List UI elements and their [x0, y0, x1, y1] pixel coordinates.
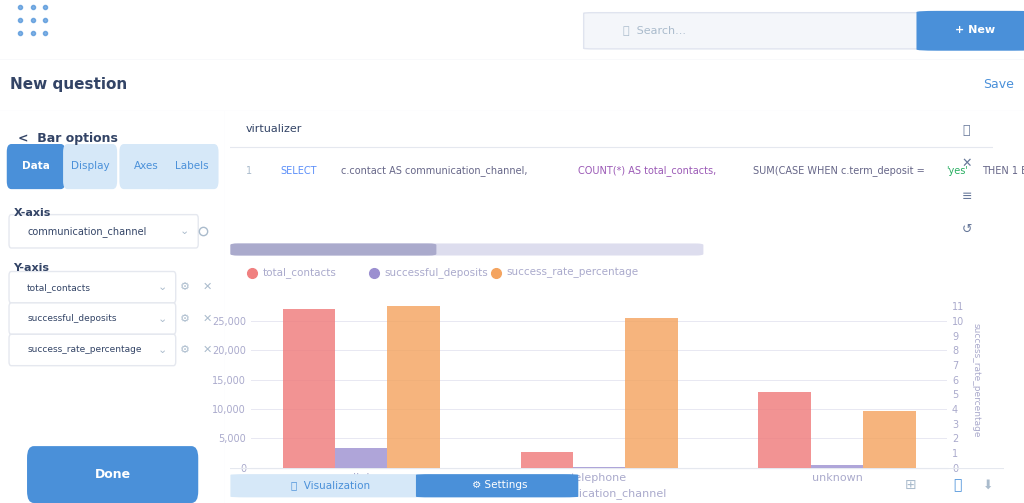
Text: Display: Display — [71, 161, 110, 172]
Text: Save: Save — [983, 78, 1014, 91]
Text: ⧉: ⧉ — [963, 124, 971, 137]
Text: ✕: ✕ — [203, 282, 212, 292]
Text: ⌄: ⌄ — [158, 313, 167, 323]
Text: X-axis: X-axis — [13, 208, 51, 218]
Bar — [759, 391, 811, 468]
Text: total_contacts: total_contacts — [262, 268, 336, 278]
Text: THEN 1 ELSE 0 END) AS successful_depo:: THEN 1 ELSE 0 END) AS successful_depo: — [982, 165, 1024, 177]
X-axis label: communication_channel: communication_channel — [530, 488, 668, 499]
Text: c.contact AS communication_channel,: c.contact AS communication_channel, — [341, 165, 527, 177]
FancyBboxPatch shape — [9, 334, 176, 366]
FancyBboxPatch shape — [416, 474, 579, 497]
Text: successful_deposits: successful_deposits — [27, 314, 117, 323]
FancyBboxPatch shape — [230, 474, 431, 497]
Bar — [335, 449, 387, 468]
Text: success_rate_percentage: success_rate_percentage — [507, 268, 639, 278]
Text: ✕: ✕ — [203, 313, 212, 323]
Text: ↺: ↺ — [962, 223, 972, 236]
Text: successful_deposits: successful_deposits — [384, 268, 488, 278]
FancyBboxPatch shape — [916, 11, 1024, 51]
Text: ⊞: ⊞ — [905, 478, 916, 492]
FancyBboxPatch shape — [584, 13, 932, 49]
Text: 1: 1 — [246, 166, 252, 176]
FancyBboxPatch shape — [63, 144, 117, 189]
Text: ≡: ≡ — [962, 190, 972, 203]
FancyBboxPatch shape — [230, 243, 436, 256]
Text: Y-axis: Y-axis — [13, 263, 49, 273]
Text: virtualizer: virtualizer — [246, 124, 302, 134]
Y-axis label: success_rate_percentage: success_rate_percentage — [972, 322, 981, 437]
Text: ⌄: ⌄ — [158, 345, 167, 355]
Text: Labels: Labels — [175, 161, 208, 172]
Text: 'yes': 'yes' — [946, 166, 968, 176]
Text: ⌄: ⌄ — [158, 282, 167, 292]
Text: <  Bar options: < Bar options — [18, 132, 118, 145]
Text: Axes: Axes — [134, 161, 159, 172]
Text: success_rate_percentage: success_rate_percentage — [27, 346, 141, 355]
Text: New question: New question — [10, 77, 128, 92]
Text: + New: + New — [954, 25, 995, 35]
Text: ⌄: ⌄ — [180, 226, 189, 236]
FancyBboxPatch shape — [9, 272, 176, 303]
FancyBboxPatch shape — [9, 303, 176, 334]
Bar — [863, 410, 915, 468]
FancyBboxPatch shape — [9, 215, 199, 248]
Text: Data: Data — [23, 161, 50, 172]
Bar — [572, 467, 626, 468]
Text: ⚙: ⚙ — [180, 313, 189, 323]
Bar — [811, 465, 863, 468]
Text: ⬇: ⬇ — [983, 479, 993, 492]
Text: ✕: ✕ — [203, 345, 212, 355]
Text: 📊: 📊 — [953, 478, 962, 492]
Bar — [626, 318, 678, 468]
Text: 📊  Visualization: 📊 Visualization — [292, 480, 371, 490]
Text: ✕: ✕ — [962, 157, 972, 170]
Text: ⚙: ⚙ — [180, 282, 189, 292]
Text: ⚙: ⚙ — [180, 345, 189, 355]
FancyBboxPatch shape — [27, 446, 199, 503]
Bar — [283, 309, 335, 468]
Bar — [387, 306, 439, 468]
Text: ⚙ Settings: ⚙ Settings — [472, 480, 527, 490]
FancyBboxPatch shape — [230, 243, 703, 256]
Bar — [520, 452, 572, 468]
Text: SELECT: SELECT — [280, 166, 316, 176]
Text: SUM(CASE WHEN c.term_deposit =: SUM(CASE WHEN c.term_deposit = — [753, 165, 928, 177]
Text: communication_channel: communication_channel — [27, 226, 146, 236]
Text: Done: Done — [94, 468, 131, 481]
Text: total_contacts: total_contacts — [27, 283, 91, 292]
FancyBboxPatch shape — [120, 144, 173, 189]
FancyBboxPatch shape — [7, 144, 66, 189]
FancyBboxPatch shape — [165, 144, 218, 189]
Text: COUNT(*) AS total_contacts,: COUNT(*) AS total_contacts, — [578, 165, 716, 177]
Text: 🔍  Search...: 🔍 Search... — [623, 25, 686, 35]
